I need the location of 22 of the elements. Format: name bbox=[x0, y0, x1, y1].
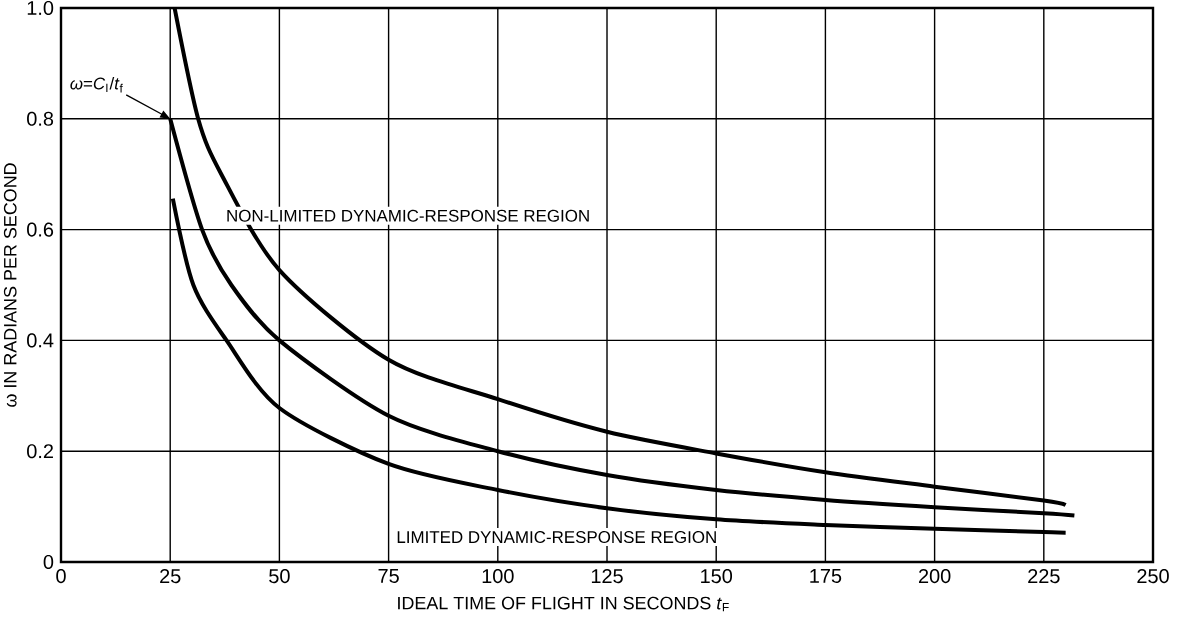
y-tick-label: 1.0 bbox=[27, 0, 54, 16]
annotation: NON-LIMITED DYNAMIC-RESPONSE REGION bbox=[227, 209, 589, 222]
x-tick-label: 175 bbox=[810, 569, 842, 583]
y-tick-label: 0.4 bbox=[27, 333, 54, 348]
y-tick-label: 0.8 bbox=[27, 111, 54, 126]
y-tick-label: 0.6 bbox=[27, 222, 54, 237]
x-tick-label: 125 bbox=[591, 569, 623, 584]
x-tick-label: 0 bbox=[56, 569, 66, 584]
y-tick-label: 0 bbox=[43, 554, 54, 570]
x-tick-label: 75 bbox=[378, 569, 399, 583]
x-tick-label: 25 bbox=[160, 569, 181, 584]
x-axis-title: IDEAL TIME OF FLIGHT IN SECONDS t$_{F}$ bbox=[398, 596, 729, 612]
y-tick-label: 0.2 bbox=[27, 444, 53, 459]
x-tick-label: 225 bbox=[1028, 569, 1060, 584]
annotation: ω=C$_{I}$/t$_{f}$ bbox=[70, 77, 123, 93]
annotation: LIMITED DYNAMIC-RESPONSE REGION bbox=[397, 531, 716, 544]
x-tick-label: 200 bbox=[918, 569, 951, 584]
x-tick-label: 250 bbox=[1137, 569, 1169, 584]
x-tick-label: 100 bbox=[482, 569, 514, 584]
x-tick-label: 50 bbox=[269, 569, 290, 584]
x-tick-label: 150 bbox=[701, 569, 733, 584]
y-axis-title: ω IN RADIANS PER SECOND bbox=[3, 163, 17, 407]
